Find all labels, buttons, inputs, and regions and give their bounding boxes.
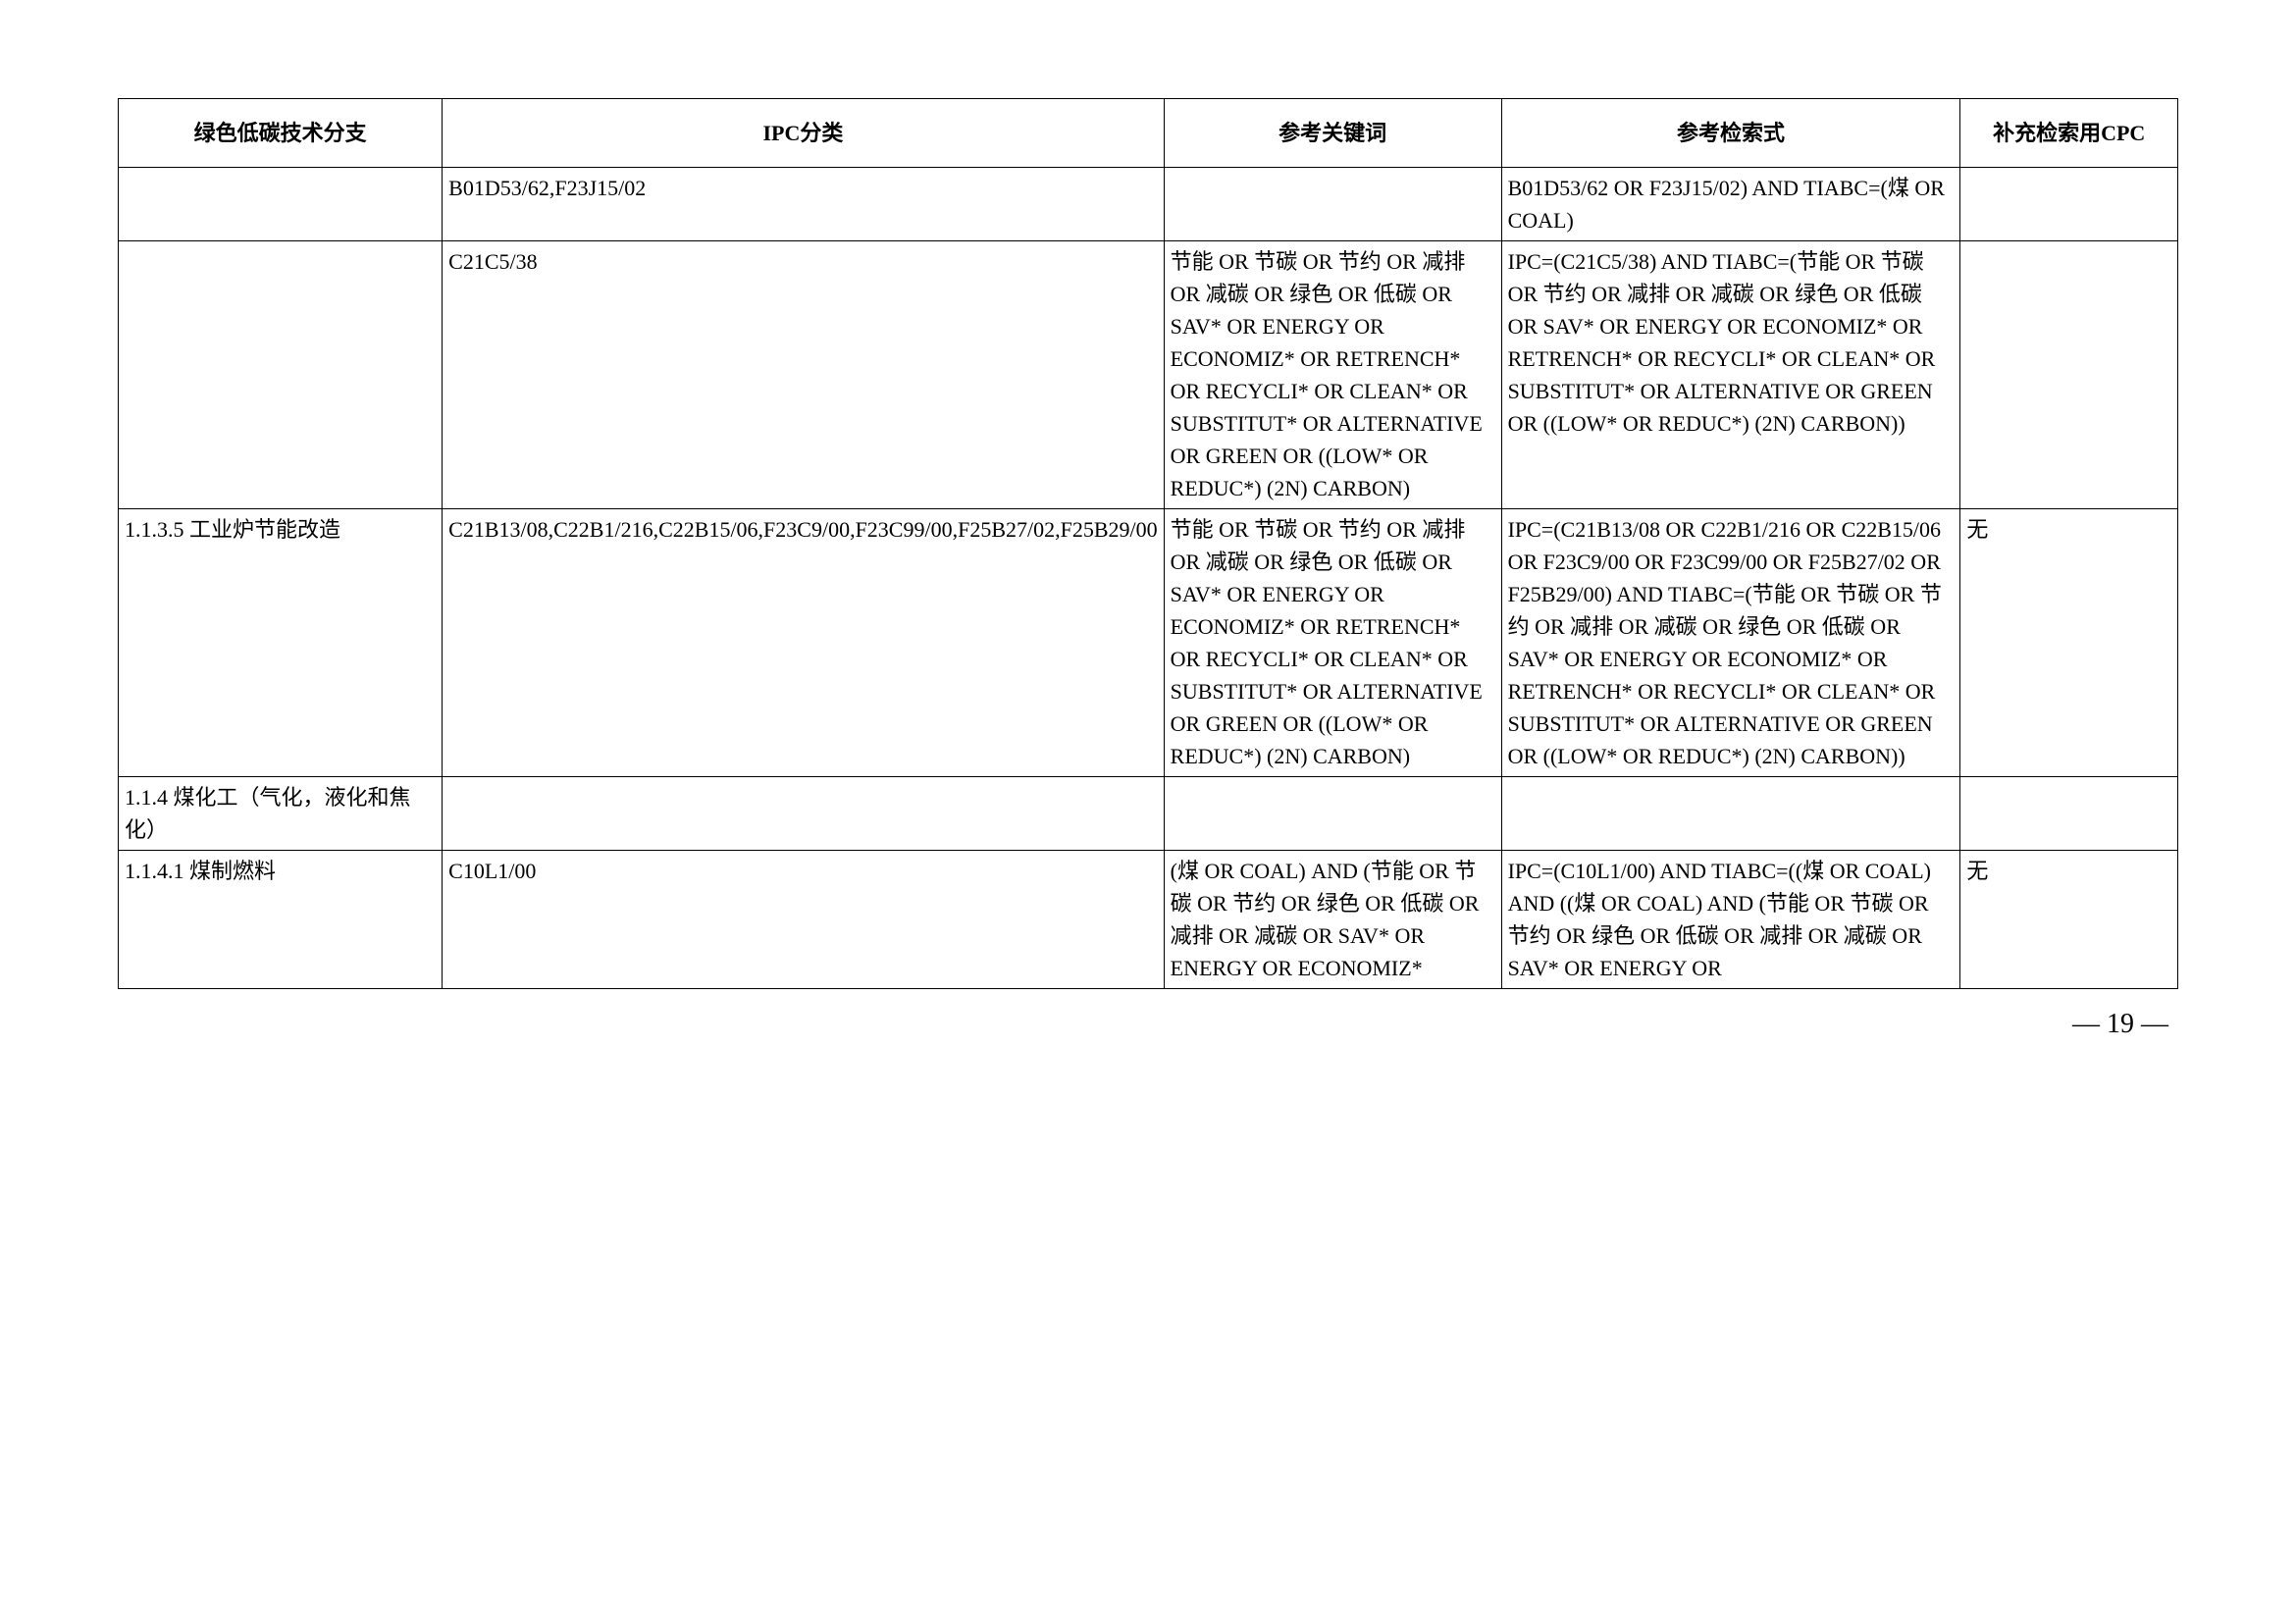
header-keywords: 参考关键词 — [1164, 99, 1501, 168]
cell-ipc: C21B13/08,C22B1/216,C22B15/06,F23C9/00,F… — [443, 509, 1164, 777]
header-tech-branch: 绿色低碳技术分支 — [119, 99, 443, 168]
cell-search-formula: IPC=(C21C5/38) AND TIABC=(节能 OR 节碳 OR 节约… — [1501, 241, 1960, 509]
cell-search-formula — [1501, 777, 1960, 851]
cell-search-formula: IPC=(C21B13/08 OR C22B1/216 OR C22B15/06… — [1501, 509, 1960, 777]
cell-cpc — [1960, 241, 2178, 509]
cell-tech-branch: 1.1.4.1 煤制燃料 — [119, 851, 443, 989]
table-row: B01D53/62,F23J15/02 B01D53/62 OR F23J15/… — [119, 168, 2178, 241]
table-row: 1.1.4 煤化工（气化，液化和焦化） — [119, 777, 2178, 851]
table-body: B01D53/62,F23J15/02 B01D53/62 OR F23J15/… — [119, 168, 2178, 989]
cell-keywords: (煤 OR COAL) AND (节能 OR 节碳 OR 节约 OR 绿色 OR… — [1164, 851, 1501, 989]
cell-tech-branch: 1.1.4 煤化工（气化，液化和焦化） — [119, 777, 443, 851]
cell-cpc — [1960, 777, 2178, 851]
cell-search-formula: IPC=(C10L1/00) AND TIABC=((煤 OR COAL) AN… — [1501, 851, 1960, 989]
table-row: 1.1.3.5 工业炉节能改造 C21B13/08,C22B1/216,C22B… — [119, 509, 2178, 777]
page-number: — 19 — — [118, 1009, 2178, 1040]
cell-search-formula: B01D53/62 OR F23J15/02) AND TIABC=(煤 OR … — [1501, 168, 1960, 241]
cell-ipc: C10L1/00 — [443, 851, 1164, 989]
cell-tech-branch — [119, 168, 443, 241]
header-row: 绿色低碳技术分支 IPC分类 参考关键词 参考检索式 补充检索用CPC — [119, 99, 2178, 168]
cell-cpc: 无 — [1960, 851, 2178, 989]
cell-ipc: C21C5/38 — [443, 241, 1164, 509]
header-ipc: IPC分类 — [443, 99, 1164, 168]
header-cpc: 补充检索用CPC — [1960, 99, 2178, 168]
header-search-formula: 参考检索式 — [1501, 99, 1960, 168]
cell-keywords: 节能 OR 节碳 OR 节约 OR 减排 OR 减碳 OR 绿色 OR 低碳 O… — [1164, 241, 1501, 509]
cell-keywords: 节能 OR 节碳 OR 节约 OR 减排 OR 减碳 OR 绿色 OR 低碳 O… — [1164, 509, 1501, 777]
cell-ipc — [443, 777, 1164, 851]
classification-table: 绿色低碳技术分支 IPC分类 参考关键词 参考检索式 补充检索用CPC B01D… — [118, 98, 2178, 989]
table-row: 1.1.4.1 煤制燃料 C10L1/00 (煤 OR COAL) AND (节… — [119, 851, 2178, 989]
cell-cpc — [1960, 168, 2178, 241]
cell-keywords — [1164, 168, 1501, 241]
table-row: C21C5/38 节能 OR 节碳 OR 节约 OR 减排 OR 减碳 OR 绿… — [119, 241, 2178, 509]
cell-cpc: 无 — [1960, 509, 2178, 777]
cell-tech-branch — [119, 241, 443, 509]
cell-ipc: B01D53/62,F23J15/02 — [443, 168, 1164, 241]
cell-tech-branch: 1.1.3.5 工业炉节能改造 — [119, 509, 443, 777]
cell-keywords — [1164, 777, 1501, 851]
